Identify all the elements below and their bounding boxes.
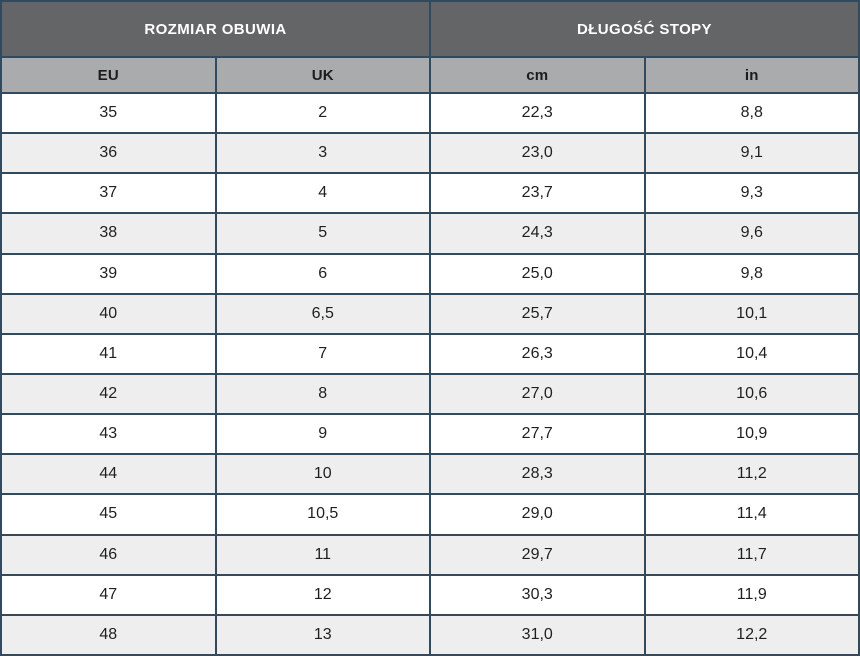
table-row: 38 5 24,3 9,6 [0, 212, 860, 255]
column-header-row: EU UK cm in [0, 56, 860, 94]
table-head: ROZMIAR OBUWIA DŁUGOŚĆ STOPY EU UK cm in [0, 0, 860, 94]
table-cell: 11,7 [643, 533, 860, 576]
table-cell: 27,7 [429, 413, 646, 456]
table-cell: 41 [0, 332, 217, 375]
table-cell: 37 [0, 172, 217, 215]
table-cell: 47 [0, 573, 217, 616]
table-row: 36 3 23,0 9,1 [0, 132, 860, 175]
table-cell: 11,9 [643, 573, 860, 616]
table-cell: 9,6 [643, 212, 860, 255]
table-cell: 48 [0, 613, 217, 656]
table-cell: 43 [0, 413, 217, 456]
group-header-row: ROZMIAR OBUWIA DŁUGOŚĆ STOPY [0, 0, 860, 58]
table-cell: 28,3 [429, 453, 646, 496]
table-cell: 3 [214, 132, 431, 175]
table-cell: 8,8 [643, 91, 860, 135]
table-cell: 35 [0, 91, 217, 135]
table-row: 37 4 23,7 9,3 [0, 172, 860, 215]
table-cell: 10 [214, 453, 431, 496]
table-cell: 42 [0, 372, 217, 416]
table-cell: 46 [0, 533, 217, 576]
table-body: 35 2 22,3 8,8 36 3 23,0 9,1 37 4 23,7 9,3 38 5 24,3 9,6… [0, 91, 860, 656]
table-row: 45 10,5 29,0 11,4 [0, 493, 860, 536]
table-cell: 10,6 [643, 372, 860, 416]
table-cell: 9,1 [643, 132, 860, 175]
table-cell: 12,2 [643, 613, 860, 656]
table-cell: 11 [214, 533, 431, 576]
table-cell: 30,3 [429, 573, 646, 616]
table-cell: 2 [214, 91, 431, 135]
table-cell: 9,3 [643, 172, 860, 215]
table-cell: 25,7 [429, 292, 646, 335]
group-header-shoe-size: ROZMIAR OBUWIA [0, 0, 431, 58]
table-cell: 29,7 [429, 533, 646, 576]
group-header-foot-length: DŁUGOŚĆ STOPY [429, 0, 860, 58]
column-header-uk: UK [214, 56, 431, 94]
table-cell: 11,4 [643, 493, 860, 536]
table-row: 47 12 30,3 11,9 [0, 573, 860, 616]
table-cell: 11,2 [643, 453, 860, 496]
table-cell: 6,5 [214, 292, 431, 335]
table-row: 44 10 28,3 11,2 [0, 453, 860, 496]
table-cell: 10,5 [214, 493, 431, 536]
table-cell: 29,0 [429, 493, 646, 536]
table-cell: 45 [0, 493, 217, 536]
column-header-eu: EU [0, 56, 217, 94]
table-cell: 39 [0, 252, 217, 295]
table-cell: 40 [0, 292, 217, 335]
table-cell: 27,0 [429, 372, 646, 416]
table-cell: 36 [0, 132, 217, 175]
table-cell: 25,0 [429, 252, 646, 295]
table-cell: 9 [214, 413, 431, 456]
column-header-cm: cm [429, 56, 646, 94]
table-cell: 26,3 [429, 332, 646, 375]
table-cell: 4 [214, 172, 431, 215]
table-cell: 9,8 [643, 252, 860, 295]
table-cell: 23,0 [429, 132, 646, 175]
table-row: 41 7 26,3 10,4 [0, 332, 860, 375]
table-row: 40 6,5 25,7 10,1 [0, 292, 860, 335]
table-cell: 8 [214, 372, 431, 416]
table-row: 43 9 27,7 10,9 [0, 413, 860, 456]
table-row: 46 11 29,7 11,7 [0, 533, 860, 576]
table-cell: 10,9 [643, 413, 860, 456]
table-cell: 31,0 [429, 613, 646, 656]
table-row: 35 2 22,3 8,8 [0, 91, 860, 135]
table-cell: 13 [214, 613, 431, 656]
table-cell: 24,3 [429, 212, 646, 255]
table-cell: 10,4 [643, 332, 860, 375]
table-row: 42 8 27,0 10,6 [0, 372, 860, 416]
table-row: 48 13 31,0 12,2 [0, 613, 860, 656]
table-cell: 22,3 [429, 91, 646, 135]
table-cell: 5 [214, 212, 431, 255]
table-cell: 44 [0, 453, 217, 496]
column-header-in: in [643, 56, 860, 94]
table-cell: 10,1 [643, 292, 860, 335]
table-cell: 7 [214, 332, 431, 375]
table-cell: 12 [214, 573, 431, 616]
table-cell: 23,7 [429, 172, 646, 215]
table-row: 39 6 25,0 9,8 [0, 252, 860, 295]
table-cell: 38 [0, 212, 217, 255]
table-cell: 6 [214, 252, 431, 295]
